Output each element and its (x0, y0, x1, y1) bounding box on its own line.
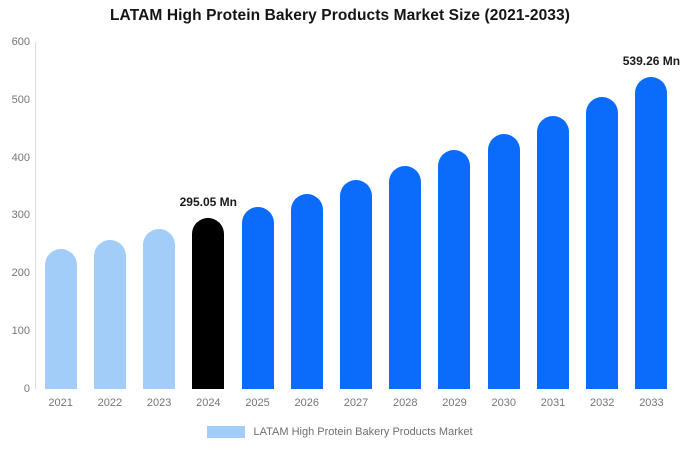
y-tick-label: 400 (11, 151, 30, 164)
bar-column-2025 (233, 42, 282, 389)
x-tick-label: 2021 (48, 397, 73, 409)
bar-column-2029 (430, 42, 479, 389)
bar-column-2033: 539.26 Mn (623, 42, 680, 389)
bar-2029 (438, 150, 471, 389)
x-tick-label: 2026 (294, 397, 320, 409)
bar-column-2027 (331, 42, 380, 389)
y-tick-label: 300 (11, 209, 30, 222)
plot-area: 295.05 Mn 539.26 Mn (36, 42, 680, 389)
x-tick-label: 2029 (442, 397, 467, 409)
x-tick-label: 2024 (196, 397, 221, 409)
bar-2022 (93, 239, 126, 389)
x-tick-label: 2022 (97, 397, 123, 409)
legend-swatch (207, 426, 246, 438)
x-tick-label: 2027 (343, 397, 369, 409)
bar-column-2021 (36, 42, 85, 389)
legend: LATAM High Protein Bakery Products Marke… (0, 426, 680, 438)
y-tick-label: 200 (11, 267, 30, 280)
bar-column-2024: 295.05 Mn (180, 42, 237, 389)
bar-column-2022 (85, 42, 134, 389)
x-axis: 2021 2022 2023 2024 2025 2026 2027 2028 … (36, 397, 676, 409)
bar-column-2031 (528, 42, 577, 389)
y-tick-label: 600 (11, 36, 30, 48)
y-tick-label: 0 (23, 382, 30, 395)
legend-label: LATAM High Protein Bakery Products Marke… (253, 426, 473, 438)
y-axis: 600 500 400 300 200 100 0 (0, 35, 30, 396)
bar-2031 (536, 116, 569, 389)
bar-2025 (241, 206, 274, 389)
bar-2033 (635, 77, 668, 389)
x-tick-label: 2025 (245, 397, 270, 409)
data-label-2033: 539.26 Mn (622, 54, 680, 69)
x-tick-label: 2023 (146, 397, 172, 409)
bar-column-2032 (578, 42, 627, 389)
x-tick-label: 2028 (393, 397, 418, 409)
bar-2028 (389, 165, 422, 389)
bar-2026 (290, 193, 323, 389)
x-tick-label: 2032 (589, 397, 615, 409)
bar-2027 (340, 180, 373, 389)
bar-2030 (487, 133, 520, 389)
y-tick-label: 500 (11, 93, 30, 106)
y-tick-label: 100 (11, 325, 30, 338)
bar-2024 (192, 218, 225, 389)
x-tick-label: 2031 (540, 397, 566, 409)
chart-title: LATAM High Protein Bakery Products Marke… (109, 7, 571, 24)
bar-column-2028 (381, 42, 430, 389)
bar-column-2023 (134, 42, 183, 389)
bar-2032 (586, 97, 619, 389)
y-axis-line (35, 42, 36, 389)
bar-column-2030 (479, 42, 528, 389)
bar-2023 (143, 229, 176, 389)
x-tick-label: 2030 (491, 397, 516, 409)
data-label-2024: 295.05 Mn (179, 195, 237, 210)
bar-2021 (44, 249, 77, 389)
bar-column-2026 (282, 42, 331, 389)
x-tick-label: 2033 (639, 397, 664, 409)
